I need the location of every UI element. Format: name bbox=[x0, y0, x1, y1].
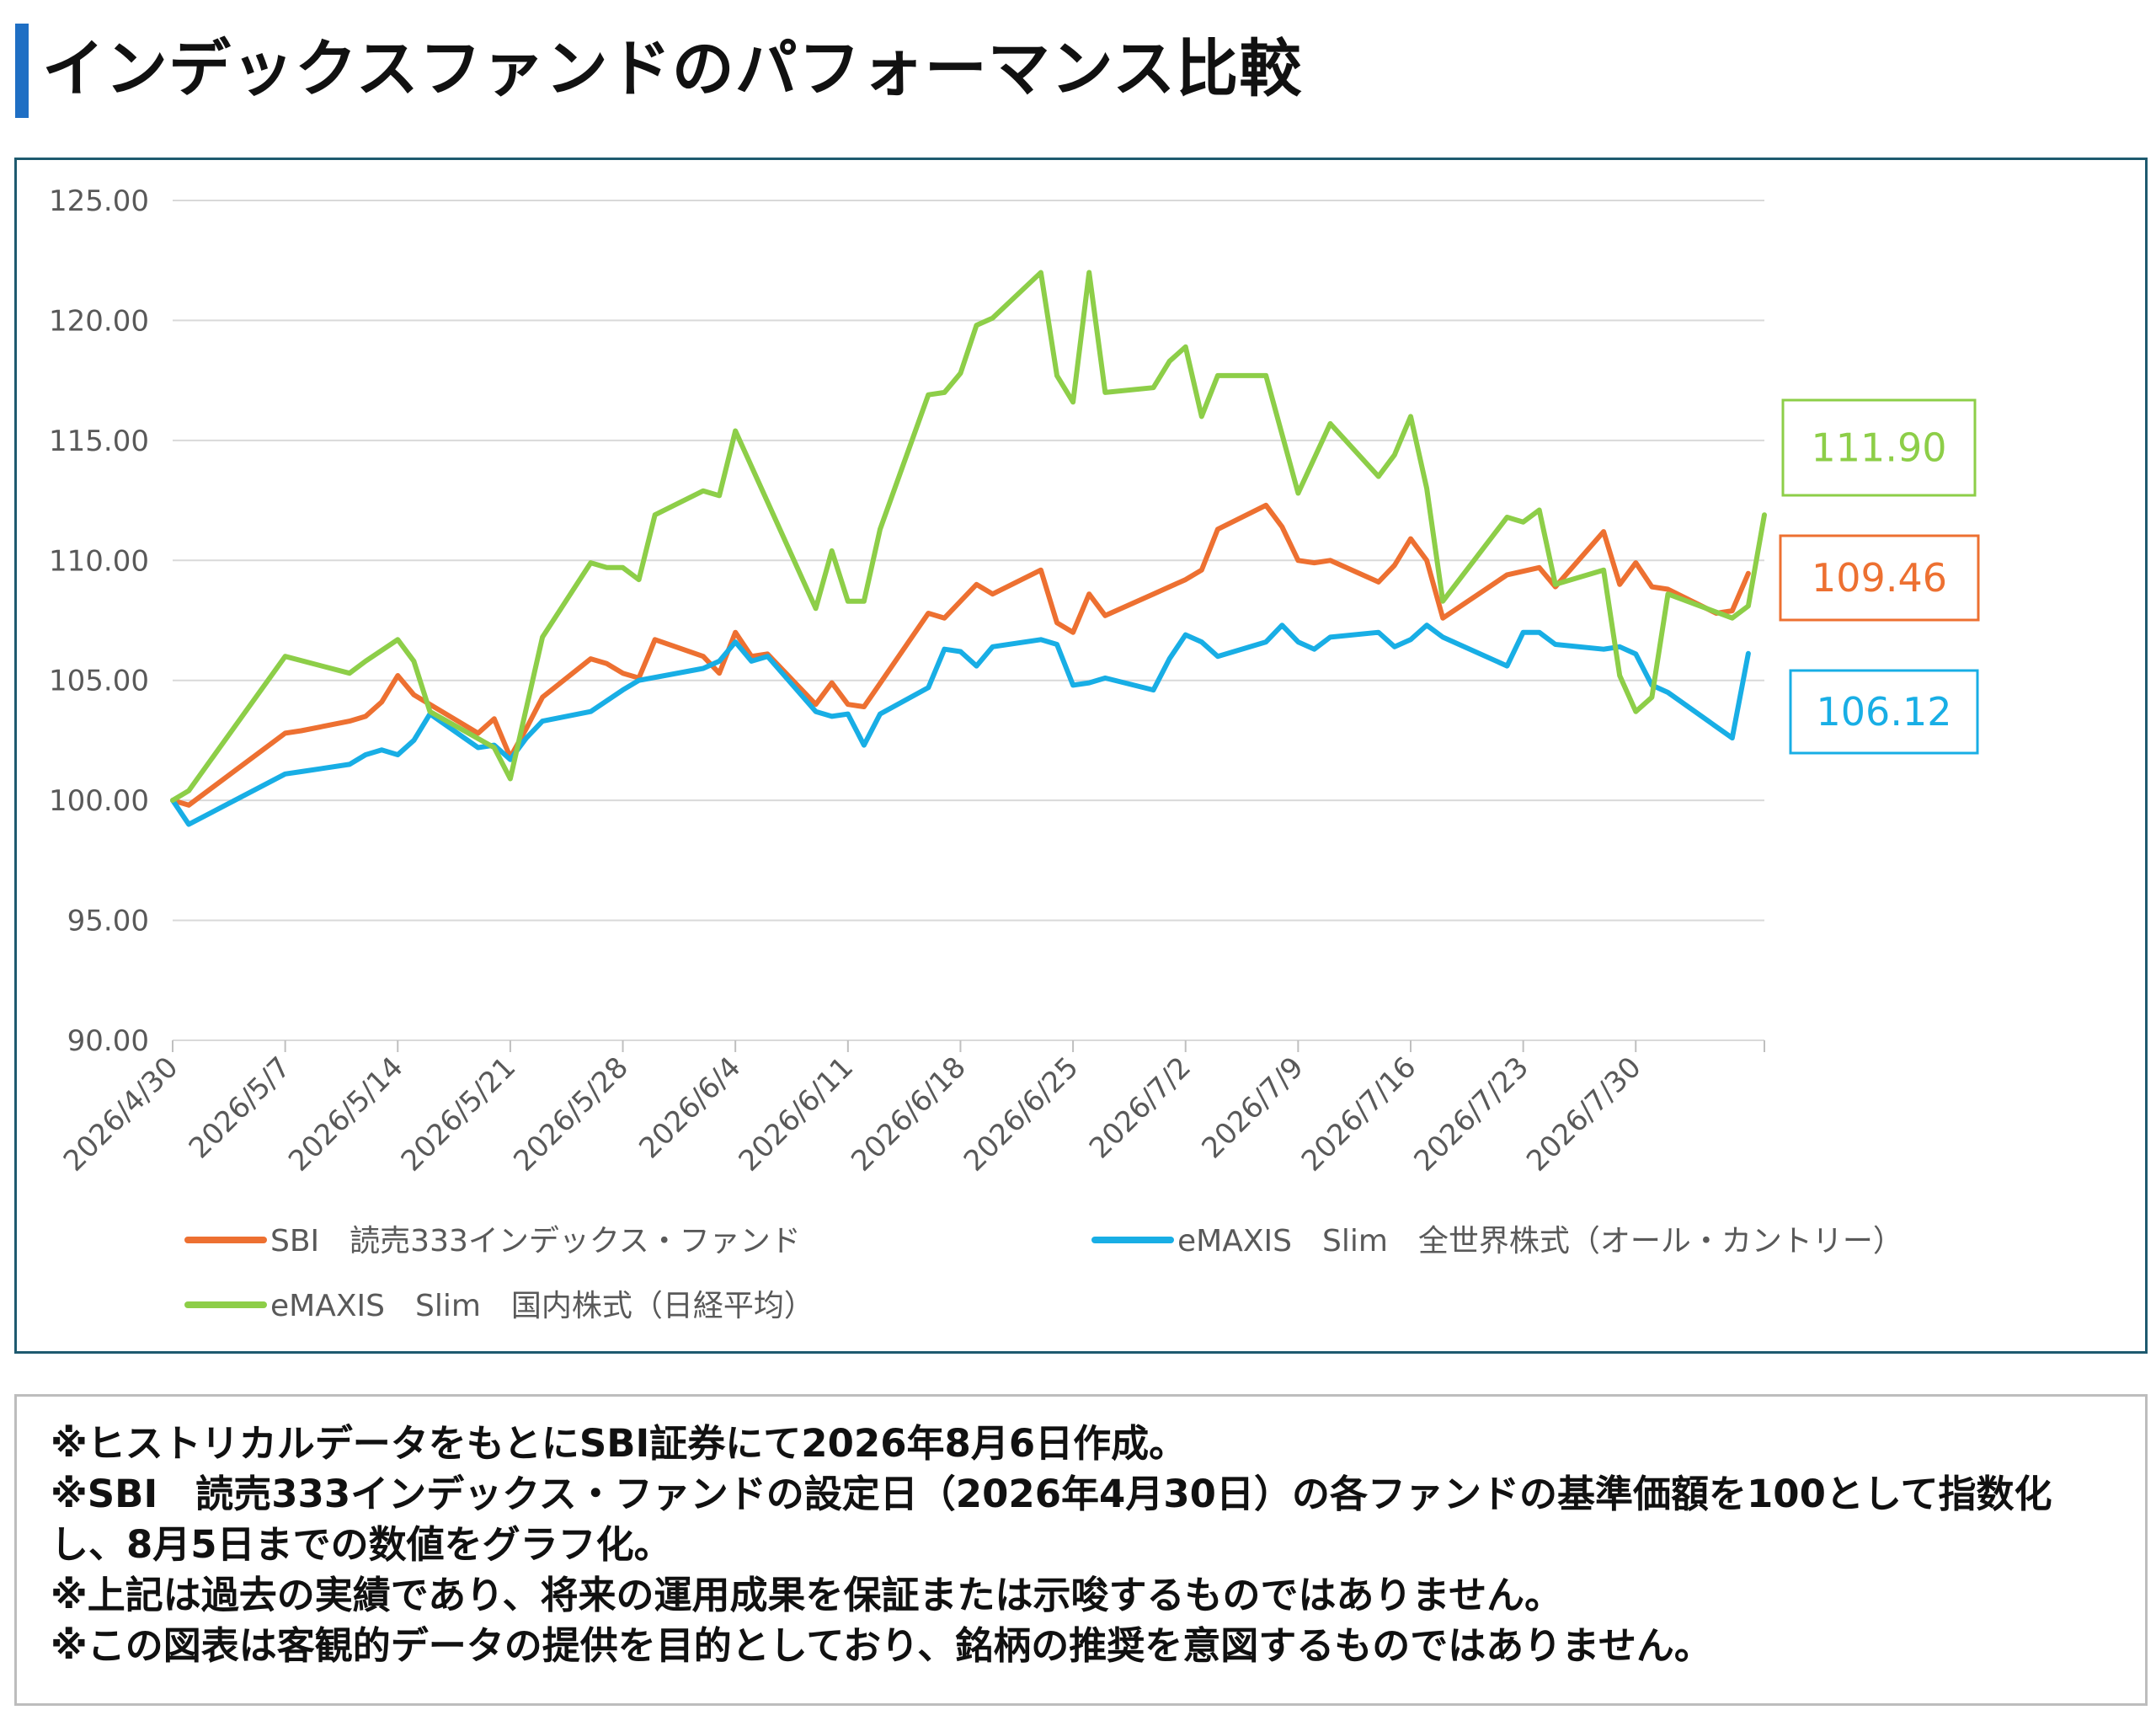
x-tick-label: 2026/5/14 bbox=[282, 1050, 410, 1178]
y-tick-label: 100.00 bbox=[49, 784, 149, 818]
x-tick-label: 2026/6/4 bbox=[632, 1050, 747, 1165]
end-label-sbi-box bbox=[1779, 534, 1980, 622]
note-line-3: ※上記は過去の実績であり、将来の運用成果を保証または示唆するものではありません。 bbox=[51, 1573, 1563, 1617]
series-line-emaxis-all-country bbox=[170, 623, 1751, 827]
page-title: インデックスファンドのパフォーマンス比較 bbox=[42, 33, 1303, 105]
end-label-all-country-box bbox=[1789, 669, 1979, 755]
title-accent-bar bbox=[15, 24, 29, 118]
end-label-all-country: 106.12 bbox=[1817, 689, 1952, 735]
x-tick-label: 2026/5/21 bbox=[395, 1050, 523, 1178]
x-tick-label: 2026/7/23 bbox=[1407, 1050, 1535, 1178]
y-tick-label: 90.00 bbox=[67, 1024, 149, 1058]
chart-frame: 125.00 120.00 115.00 110.00 105.00 100.00 95.0… bbox=[14, 158, 2148, 1354]
y-tick-label: 95.00 bbox=[67, 905, 149, 938]
y-tick-label: 115.00 bbox=[49, 425, 149, 458]
notes-box: ※ヒストリカルデータをもとにSBI証券にて2026年8月6日作成。 ※SBI 読… bbox=[14, 1394, 2148, 1706]
note-line-4: ※この図表は客観的データの提供を目的としており、銘柄の推奨を意図するものではあり… bbox=[51, 1623, 1712, 1668]
x-tick-label: 2026/6/11 bbox=[733, 1050, 861, 1178]
x-tick-label: 2026/6/25 bbox=[958, 1050, 1086, 1178]
y-tick-label: 125.00 bbox=[49, 184, 149, 218]
x-tick-label: 2026/5/7 bbox=[183, 1050, 297, 1165]
note-line-1: ※ヒストリカルデータをもとにSBI証券にて2026年8月6日作成。 bbox=[51, 1421, 1187, 1466]
y-tick-label: 110.00 bbox=[49, 544, 149, 578]
x-tick-label: 2026/4/30 bbox=[57, 1050, 185, 1178]
line-chart: 125.00 120.00 115.00 110.00 105.00 100.00 95.0… bbox=[49, 184, 1980, 1323]
end-label-nikkei: 111.90 bbox=[1812, 425, 1947, 471]
end-label-sbi: 109.46 bbox=[1812, 555, 1947, 601]
x-tick-label: 2026/5/28 bbox=[507, 1050, 635, 1178]
y-tick-label: 105.00 bbox=[49, 665, 149, 698]
legend-item-emaxis-all-country: eMAXIS Slim 全世界株式（オール・カントリー） bbox=[1177, 1224, 1903, 1258]
x-tick-label: 2026/7/2 bbox=[1083, 1050, 1198, 1165]
note-line-2: ※SBI 読売333インデックス・ファンドの設定日（2026年4月30日）の各フ… bbox=[51, 1472, 2052, 1567]
series-line-sbi-yomiuri333 bbox=[170, 502, 1751, 808]
x-tick-label: 2026/7/30 bbox=[1520, 1050, 1648, 1178]
x-tick-label: 2026/7/9 bbox=[1195, 1050, 1310, 1165]
end-label-nikkei-box bbox=[1781, 398, 1977, 497]
series-line-emaxis-nikkei bbox=[170, 270, 1767, 804]
x-tick-label: 2026/7/16 bbox=[1295, 1050, 1423, 1178]
legend-item-sbi-yomiuri333: SBI 読売333インデックス・ファンド bbox=[270, 1224, 801, 1258]
y-tick-label: 120.00 bbox=[49, 304, 149, 338]
legend-item-emaxis-nikkei: eMAXIS Slim 国内株式（日経平均） bbox=[270, 1289, 814, 1323]
x-tick-label: 2026/6/18 bbox=[845, 1050, 973, 1178]
